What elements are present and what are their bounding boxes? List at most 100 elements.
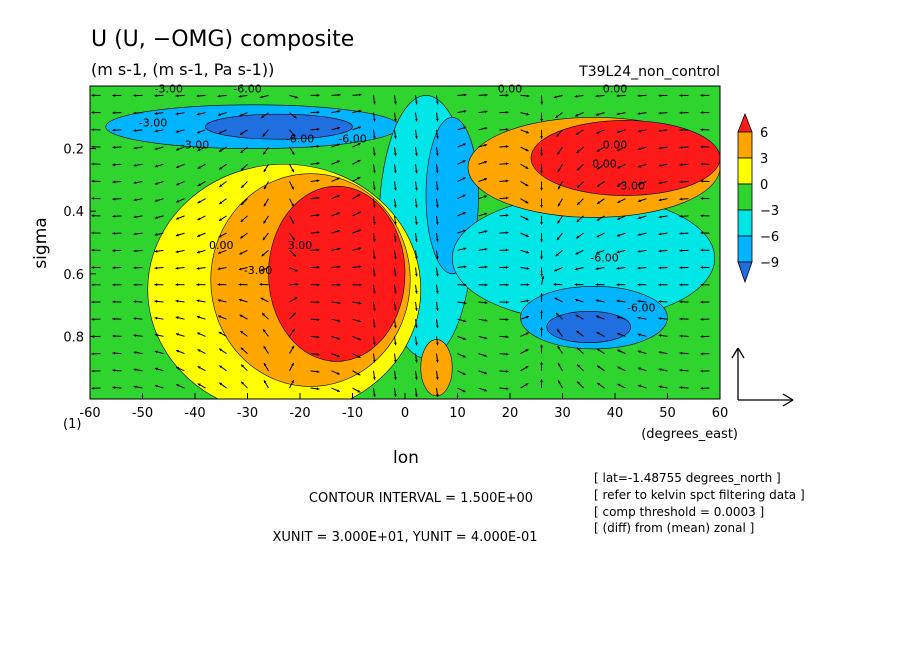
wind-vector-head xyxy=(574,283,578,286)
wind-vector-head xyxy=(176,182,180,186)
wind-vector-head xyxy=(435,290,439,294)
contour-label: 3.00 xyxy=(288,239,313,252)
wind-vector-head xyxy=(393,153,397,156)
wind-vector-head xyxy=(463,265,467,269)
wind-vector-head xyxy=(616,250,620,254)
wind-vector-head xyxy=(505,162,509,166)
wind-vector-head xyxy=(239,314,243,318)
contour-label: -6.00 xyxy=(233,82,261,95)
wind-vector-head xyxy=(337,265,341,269)
y-tick-label: 0.6 xyxy=(63,268,84,283)
wind-vector-head xyxy=(112,128,116,132)
wind-vector-head xyxy=(575,251,579,255)
wind-vector-head xyxy=(700,386,704,390)
wind-vector-head xyxy=(259,282,263,286)
wind-vector-head xyxy=(679,145,683,149)
wind-vector-head xyxy=(112,145,116,149)
wind-vector-head xyxy=(175,250,179,254)
wind-vector-head xyxy=(154,94,158,98)
wind-vector-head xyxy=(617,366,621,370)
contour-label: -6.00 xyxy=(627,301,655,314)
wind-vector-head xyxy=(617,200,621,203)
x-axis: -60 -50 -40 -30 -20 -10 0 10 20 30 40 50 60 xyxy=(79,393,728,421)
wind-vector-head xyxy=(154,199,158,202)
wind-vector-head xyxy=(261,312,265,316)
wind-vector-head xyxy=(196,283,200,287)
wind-vector-head xyxy=(357,389,361,393)
wind-vector-head xyxy=(197,332,201,336)
wind-vector-head xyxy=(577,184,581,188)
wind-vector-head xyxy=(484,143,488,147)
wind-vector-head xyxy=(112,283,116,287)
wind-vector-head xyxy=(596,251,599,254)
wind-vector-head xyxy=(293,253,297,257)
wind-vector-head xyxy=(637,333,641,337)
wind-vector-head xyxy=(463,229,467,233)
wind-vector-head xyxy=(540,153,543,157)
wind-vector-head xyxy=(540,101,544,105)
wind-vector-head xyxy=(133,317,137,320)
wind-vector-head xyxy=(679,214,683,218)
wind-vector-head xyxy=(577,202,580,206)
wind-vector-head xyxy=(263,220,267,224)
wind-vector-head xyxy=(337,126,341,130)
x-tick-label: 10 xyxy=(449,406,466,421)
wind-vector-head xyxy=(316,213,320,217)
wind-vector-head xyxy=(679,368,683,372)
wind-vector-head xyxy=(435,101,439,105)
wind-vector-head xyxy=(435,325,439,329)
wind-vector-head xyxy=(154,333,158,337)
wind-vector-head xyxy=(540,256,544,260)
wind-vector-head xyxy=(196,250,200,254)
wind-vector-head xyxy=(596,348,600,352)
panel-label: (1) xyxy=(63,417,81,432)
wind-vector-head xyxy=(196,112,200,116)
wind-vector-head xyxy=(616,266,620,270)
wind-vector-head xyxy=(358,301,362,305)
wind-vector-head xyxy=(133,249,137,253)
wind-vector-head xyxy=(154,216,158,219)
wind-vector-head xyxy=(484,127,488,130)
wind-vector-head xyxy=(596,332,600,335)
wind-vector-head xyxy=(154,129,158,133)
wind-vector-head xyxy=(484,265,488,269)
wind-vector-head xyxy=(263,168,267,172)
wind-vector-head xyxy=(175,130,179,133)
colorbar-top-arrow xyxy=(737,112,753,133)
wind-vector-head xyxy=(393,204,397,208)
wind-vector-head xyxy=(575,314,579,318)
wind-vector-head xyxy=(112,180,116,184)
wind-vector-head xyxy=(555,312,559,316)
wind-vector-head xyxy=(263,380,267,384)
wind-vector-head xyxy=(555,115,559,118)
wind-vector-head xyxy=(316,179,320,183)
x-axis-units: (degrees_east) xyxy=(641,427,738,442)
wind-vector-head xyxy=(175,299,179,303)
y-axis-label: sigma xyxy=(31,217,51,268)
wind-vector-head xyxy=(293,115,297,119)
wind-vector-head xyxy=(316,248,320,252)
wind-vector-head xyxy=(196,299,200,303)
wind-vector-head xyxy=(261,253,265,257)
wind-vector-head xyxy=(462,143,466,146)
wind-vector-head xyxy=(637,299,641,303)
wind-vector-head xyxy=(435,394,439,397)
wind-vector-head xyxy=(316,231,320,234)
wind-vector-head xyxy=(133,351,137,354)
wind-vector-head xyxy=(372,239,376,243)
wind-vector-head xyxy=(336,354,340,358)
wind-vector-head xyxy=(555,253,559,257)
wind-vector-head xyxy=(372,187,376,191)
wind-vector-head xyxy=(658,351,662,354)
wind-vector-head xyxy=(526,299,530,303)
wind-vector-head xyxy=(336,160,340,164)
wind-vector-head xyxy=(658,385,662,389)
wind-vector-head xyxy=(576,150,580,153)
wind-vector-head xyxy=(574,94,578,98)
wind-vector-head xyxy=(372,170,376,174)
wind-vector-head xyxy=(679,249,683,252)
wind-vector-head xyxy=(505,93,509,97)
wind-vector-head xyxy=(357,194,361,197)
chart-subtitle: (m s-1, (m s-1, Pa s-1)) xyxy=(91,60,274,79)
wind-vector-head xyxy=(291,328,295,332)
